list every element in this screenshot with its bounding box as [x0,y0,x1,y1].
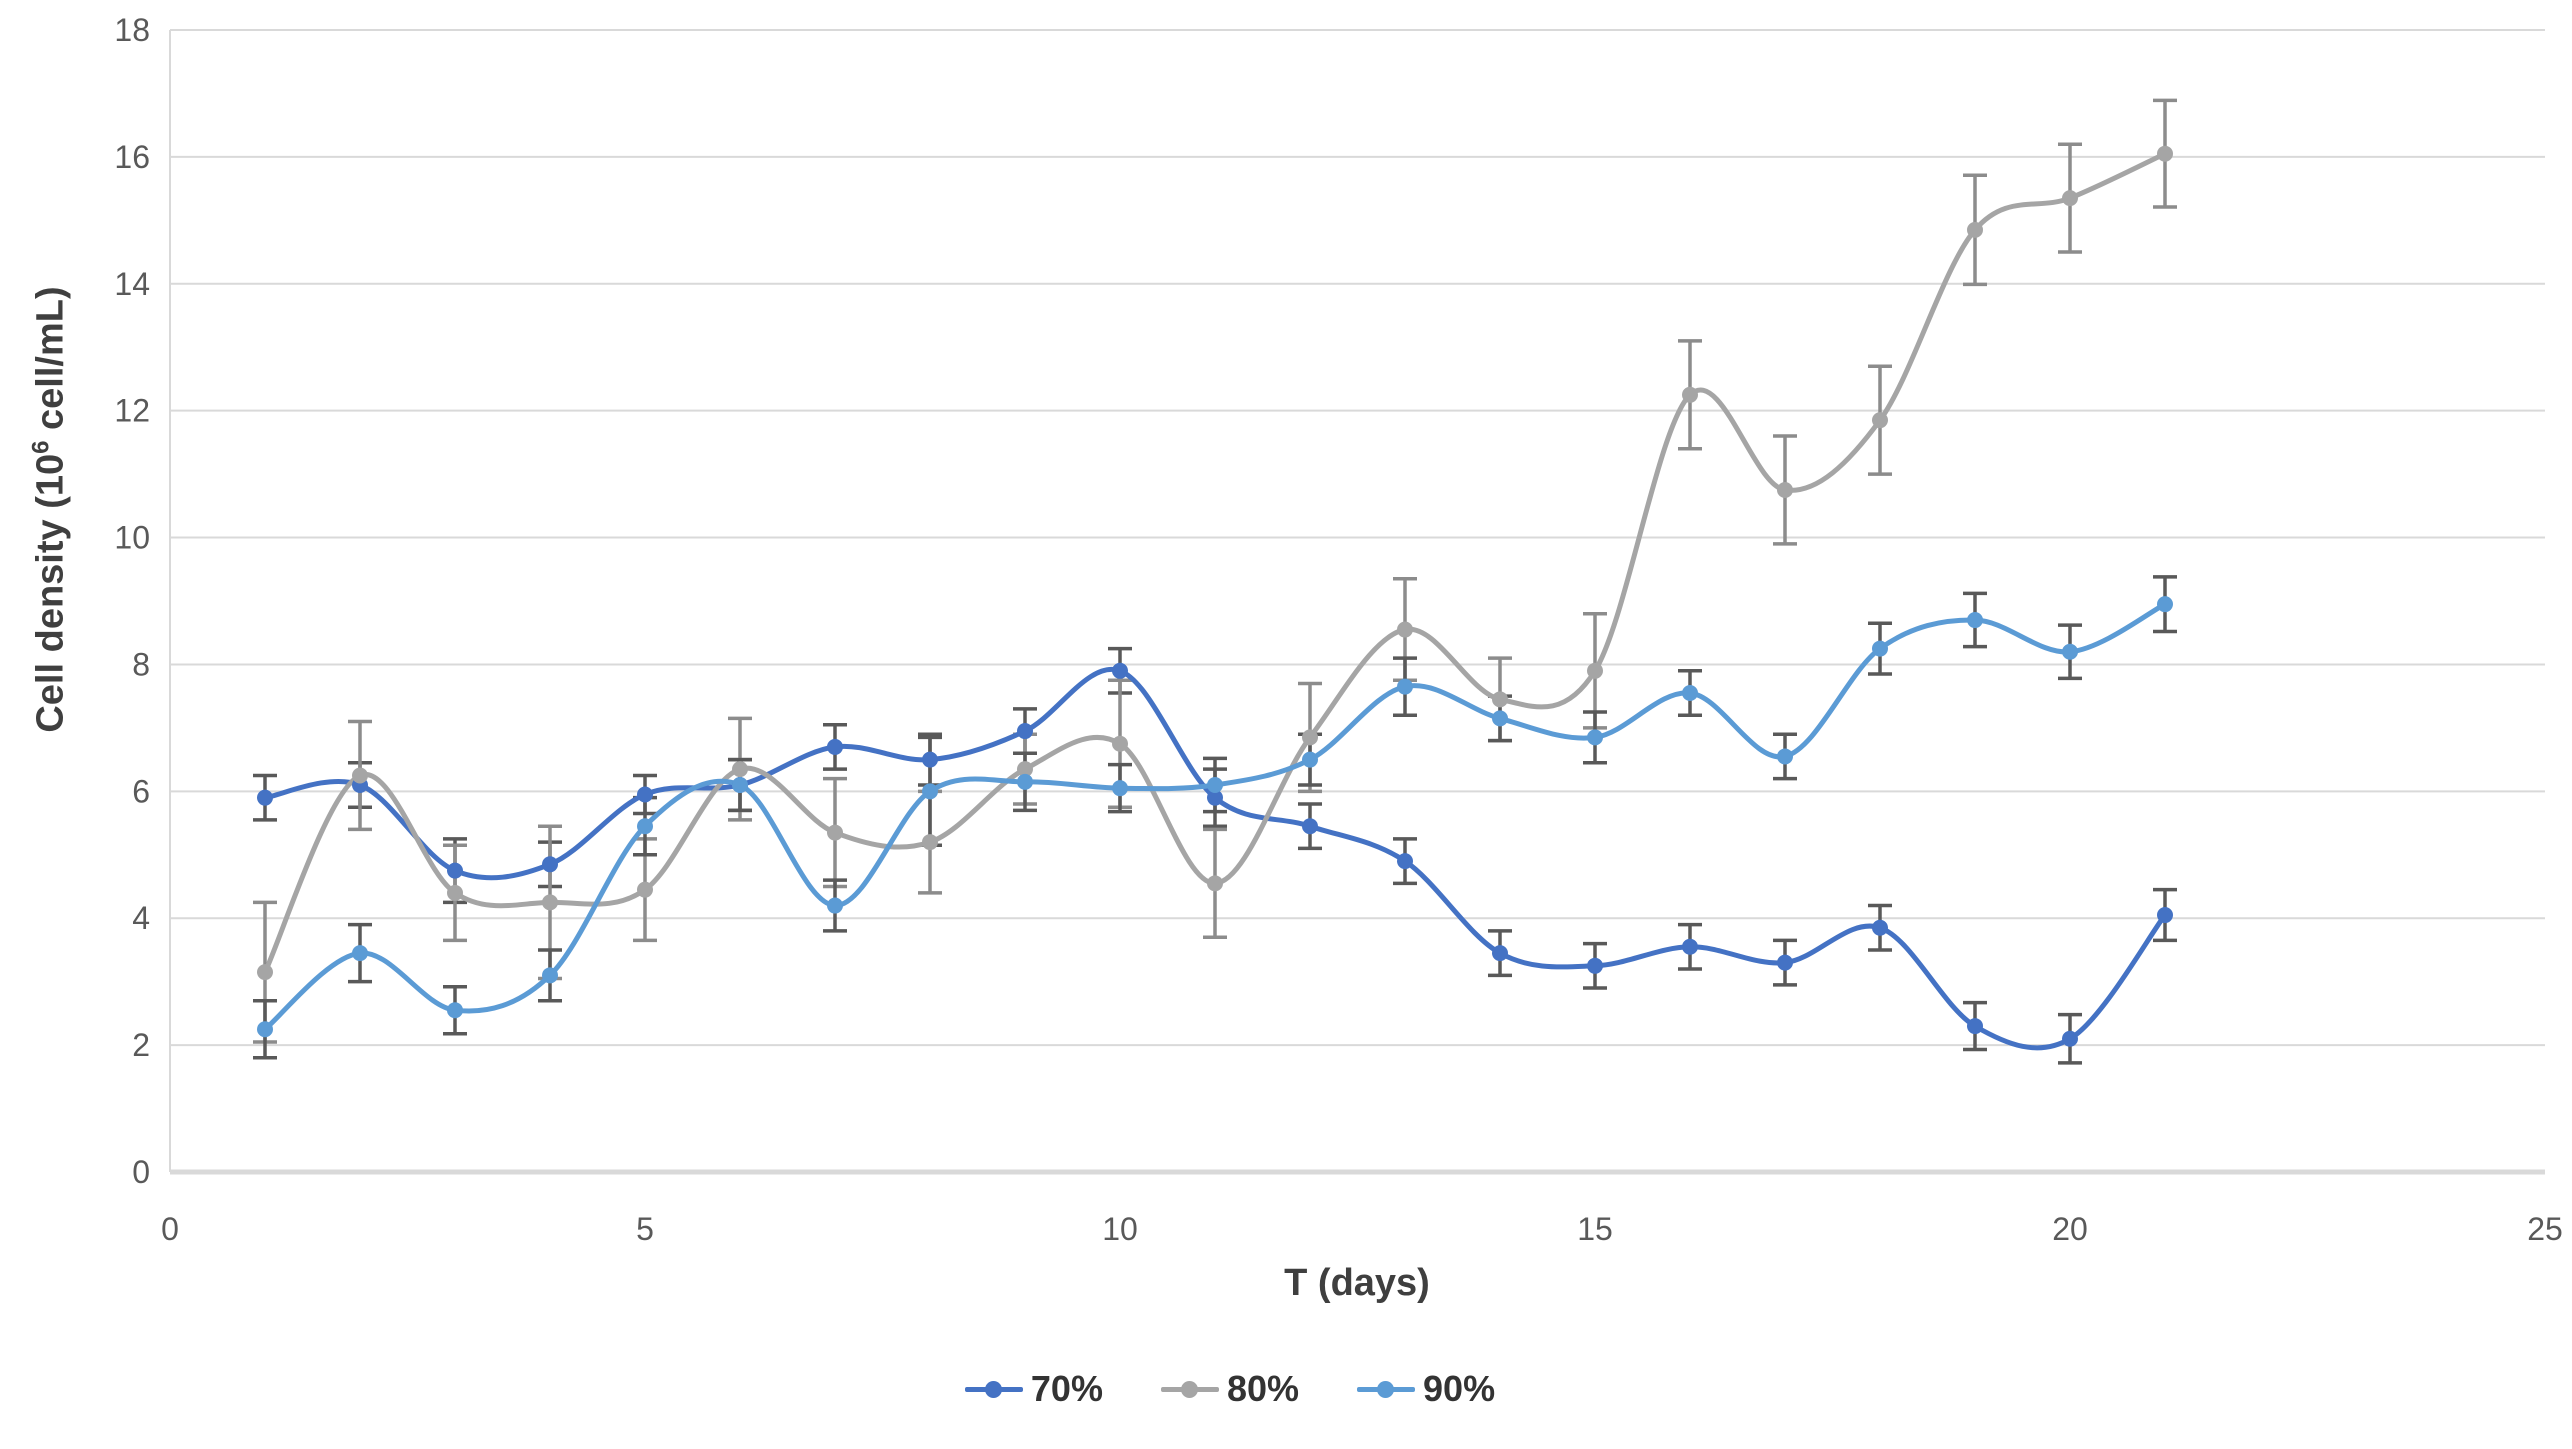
data-point-marker [542,967,558,984]
x-axis-title: T (days) [1284,1262,1430,1304]
y-axis-title-superscript: 6 [27,440,55,454]
y-tick-label: 12 [114,393,150,429]
x-tick-label: 25 [2527,1211,2563,1247]
y-axis-title-rest: cell/mL) [29,286,72,441]
y-tick-label: 10 [114,520,150,556]
data-point-marker [1587,729,1603,746]
data-point-marker [732,761,748,778]
data-point-marker [447,884,463,901]
data-point-marker [1112,662,1128,679]
data-point-marker [1872,412,1888,429]
legend-item-70: 70% [964,1368,1103,1410]
legend-line-marker-icon [1160,1380,1219,1398]
data-point-marker [1397,621,1413,638]
legend-line-marker-icon [1357,1380,1416,1398]
data-point-marker [1777,748,1793,765]
data-point-marker [827,824,843,841]
data-point-marker [257,1021,273,1038]
data-point-marker [352,945,368,962]
series-line-90% [262,601,2168,1032]
legend-label: 80% [1226,1368,1300,1409]
data-point-marker [827,738,843,755]
data-point-marker [1587,957,1603,974]
series-line-80% [262,151,2168,975]
data-point-marker [1872,919,1888,936]
data-point-marker [1302,751,1318,768]
y-tick-label: 16 [114,139,150,175]
data-point-marker [257,789,273,806]
data-point-marker [922,751,938,768]
data-point-marker [2157,145,2173,162]
data-point-marker [1397,853,1413,870]
y-tick-label: 18 [114,12,150,48]
data-point-marker [1967,612,1983,629]
data-point-marker [2062,1030,2078,1047]
data-point-marker [257,964,273,981]
x-tick-label: 20 [2052,1211,2088,1247]
data-point-marker [1302,729,1318,746]
data-point-marker [922,783,938,800]
data-point-marker [352,767,368,784]
data-point-marker [1682,684,1698,701]
data-point-marker [1872,640,1888,657]
data-point-marker [2157,596,2173,613]
data-point-marker [1492,710,1508,727]
y-axis-title-base: Cell density (10 [29,453,72,733]
data-point-marker [1207,789,1223,806]
chart-legend: 70% 80% 90% [0,1368,2460,1410]
data-point-marker [447,862,463,879]
x-tick-label: 15 [1577,1211,1613,1247]
y-tick-label: 6 [132,773,150,809]
y-axis-title: Cell density (106 cell/mL) [28,130,73,890]
data-point-marker [637,818,653,835]
legend-label: 90% [1423,1368,1496,1409]
data-point-marker [1207,776,1223,793]
data-point-marker [1207,875,1223,892]
legend-item-80: 80% [1160,1368,1300,1410]
data-point-marker [637,881,653,898]
data-point-marker [542,856,558,873]
y-tick-label: 14 [114,266,150,302]
data-point-marker [1017,761,1033,778]
x-tick-label: 5 [636,1211,654,1247]
data-point-marker [922,834,938,851]
data-point-marker [542,894,558,911]
data-point-marker [1587,662,1603,679]
data-point-marker [1682,386,1698,403]
y-tick-label: 4 [132,900,150,936]
data-point-marker [1967,1018,1983,1035]
data-point-marker [2062,643,2078,660]
data-point-marker [1397,678,1413,695]
data-point-marker [1492,691,1508,708]
y-tick-label: 0 [132,1154,150,1190]
data-point-marker [1112,735,1128,752]
data-point-marker [1112,780,1128,797]
legend-label: 70% [1030,1368,1103,1409]
data-point-marker [637,786,653,803]
data-point-marker [1682,938,1698,955]
y-tick-label: 2 [132,1027,150,1063]
data-point-marker [447,1002,463,1019]
data-point-marker [1777,481,1793,498]
data-point-marker [2062,190,2078,207]
data-point-marker [1492,945,1508,962]
legend-line-marker-icon [964,1380,1023,1398]
data-point-marker [1777,954,1793,971]
x-tick-label: 10 [1102,1211,1138,1247]
data-point-marker [1302,818,1318,835]
data-point-marker [1017,773,1033,790]
data-point-marker [1017,723,1033,740]
data-point-marker [827,897,843,914]
y-tick-label: 8 [132,646,150,682]
legend-item-90: 90% [1357,1368,1495,1410]
data-point-marker [2157,907,2173,924]
x-tick-label: 0 [161,1211,179,1247]
data-point-marker [1967,221,1983,238]
data-point-marker [732,776,748,793]
